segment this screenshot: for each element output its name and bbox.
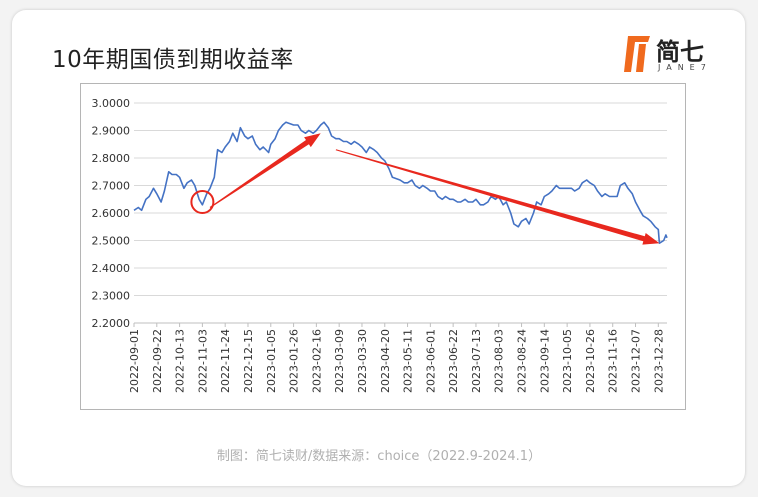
footer-source: 制图：简七读财/数据来源：choice（2022.9-2024.1） <box>216 449 542 464</box>
y-tick-label: 2.8000 <box>92 152 131 165</box>
x-tick-label: 2023-09-14 <box>538 329 551 393</box>
chart-title: 10年期国债到期收益率 <box>52 47 294 73</box>
x-tick-label: 2022-10-13 <box>174 329 187 393</box>
x-tick-label: 2023-08-24 <box>516 329 529 393</box>
brand-name: 简七 <box>656 38 704 66</box>
x-tick-label: 2022-11-24 <box>219 329 232 393</box>
x-tick-label: 2022-11-03 <box>196 329 209 393</box>
y-tick-label: 2.5000 <box>92 235 131 248</box>
x-tick-label: 2023-10-05 <box>561 329 574 393</box>
y-tick-label: 2.4000 <box>92 262 131 275</box>
x-tick-label: 2023-01-05 <box>265 329 278 393</box>
x-tick-label: 2023-03-30 <box>356 329 369 393</box>
plot-frame: 2.2000 2.3000 2.4000 2.5000 2.6000 2.7000 2.80… <box>80 83 686 410</box>
x-tick-label: 2023-10-26 <box>584 329 597 393</box>
x-tick-label: 2023-06-01 <box>424 329 437 393</box>
y-tick-label: 2.7000 <box>92 180 131 193</box>
x-tick-label: 2023-07-13 <box>470 329 483 393</box>
brand-logo: 简七 JANE7 <box>622 30 732 80</box>
x-tick-label: 2022-12-15 <box>242 329 255 393</box>
brand-mark-icon <box>624 36 650 72</box>
x-tick-label: 2022-09-22 <box>151 329 164 393</box>
x-tick-label: 2023-12-07 <box>630 329 643 393</box>
trend-arrow <box>335 149 660 245</box>
y-tick-label: 2.6000 <box>92 207 131 220</box>
x-tick-label: 2023-06-22 <box>447 329 460 393</box>
brand-sub: JANE7 <box>658 63 712 72</box>
x-tick-label: 2023-11-16 <box>607 329 620 393</box>
x-tick-label: 2023-04-20 <box>379 329 392 393</box>
x-tick-label: 2023-12-28 <box>652 329 665 393</box>
highlight-circle <box>190 190 215 214</box>
x-tick-label: 2022-09-01 <box>128 329 141 393</box>
trend-arrow <box>209 133 321 208</box>
y-tick-label: 3.0000 <box>92 97 131 110</box>
y-tick-label: 2.3000 <box>92 290 131 303</box>
y-tick-label: 2.2000 <box>92 317 131 330</box>
x-tick-label: 2023-05-11 <box>402 329 415 393</box>
x-tick-label: 2023-08-03 <box>493 329 506 393</box>
y-tick-label: 2.9000 <box>92 125 131 138</box>
x-tick-label: 2023-02-16 <box>310 329 323 393</box>
line-chart: 2.2000 2.3000 2.4000 2.5000 2.6000 2.7000 2.80… <box>92 97 668 393</box>
x-tick-label: 2023-03-09 <box>333 329 346 393</box>
yield-series-line <box>133 121 668 244</box>
x-tick-label: 2023-01-26 <box>288 329 301 393</box>
